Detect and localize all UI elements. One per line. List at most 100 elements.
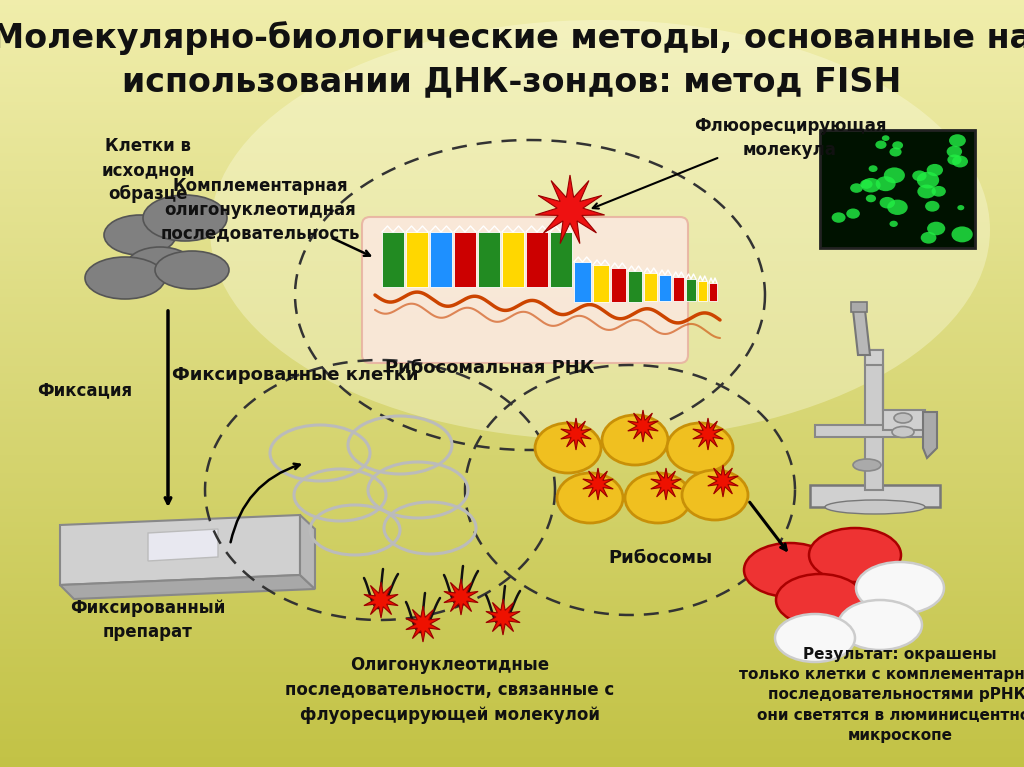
Bar xyxy=(0,146,1024,150)
Bar xyxy=(0,693,1024,696)
Ellipse shape xyxy=(127,247,193,283)
Bar xyxy=(0,123,1024,127)
Bar xyxy=(0,637,1024,640)
Bar xyxy=(0,558,1024,561)
Bar xyxy=(0,447,1024,451)
Bar xyxy=(0,752,1024,755)
Ellipse shape xyxy=(856,562,944,614)
Bar xyxy=(0,432,1024,436)
Bar xyxy=(0,596,1024,599)
Polygon shape xyxy=(853,310,870,355)
Bar xyxy=(0,644,1024,648)
Ellipse shape xyxy=(892,426,914,437)
Bar xyxy=(0,222,1024,226)
Bar xyxy=(0,228,1024,231)
Bar xyxy=(0,358,1024,361)
Bar xyxy=(0,130,1024,134)
Ellipse shape xyxy=(947,154,962,165)
Bar xyxy=(0,719,1024,722)
Text: Комплементарная
олигонуклеотидная
последовательность: Комплементарная олигонуклеотидная послед… xyxy=(160,177,359,242)
Bar xyxy=(0,238,1024,242)
Bar xyxy=(0,251,1024,254)
Bar xyxy=(0,194,1024,198)
Bar xyxy=(0,113,1024,116)
Bar xyxy=(0,384,1024,387)
Bar xyxy=(0,31,1024,35)
Polygon shape xyxy=(60,515,300,585)
Bar xyxy=(0,652,1024,656)
Bar xyxy=(0,345,1024,349)
Bar xyxy=(0,619,1024,622)
Polygon shape xyxy=(536,175,604,244)
Ellipse shape xyxy=(85,257,165,299)
Bar xyxy=(0,565,1024,568)
Bar xyxy=(0,199,1024,203)
Bar xyxy=(0,64,1024,67)
Bar xyxy=(0,107,1024,111)
Bar xyxy=(593,265,609,302)
Bar xyxy=(0,97,1024,100)
Bar xyxy=(574,262,591,302)
Bar xyxy=(0,115,1024,119)
Bar xyxy=(0,335,1024,338)
Bar xyxy=(0,478,1024,482)
Bar xyxy=(0,110,1024,114)
Ellipse shape xyxy=(557,473,623,523)
Bar xyxy=(0,439,1024,443)
Ellipse shape xyxy=(868,165,878,172)
Ellipse shape xyxy=(776,574,864,626)
Bar xyxy=(0,21,1024,24)
Bar xyxy=(0,74,1024,77)
Bar xyxy=(0,634,1024,637)
Ellipse shape xyxy=(882,135,890,141)
Bar xyxy=(0,94,1024,98)
Bar xyxy=(0,437,1024,441)
Bar xyxy=(0,243,1024,246)
Ellipse shape xyxy=(892,141,903,150)
Bar xyxy=(0,0,1024,4)
Bar xyxy=(0,225,1024,229)
Text: Результат: окрашены
только клетки с комплементарными
последовательностями рРНК,
: Результат: окрашены только клетки с комп… xyxy=(738,647,1024,743)
Bar xyxy=(0,535,1024,538)
Bar xyxy=(0,33,1024,37)
Ellipse shape xyxy=(927,222,945,235)
Bar xyxy=(0,660,1024,663)
Bar xyxy=(0,560,1024,564)
Bar xyxy=(0,570,1024,574)
Ellipse shape xyxy=(667,423,733,473)
Bar xyxy=(0,481,1024,484)
Ellipse shape xyxy=(946,146,963,157)
Bar xyxy=(478,232,500,287)
Bar xyxy=(0,407,1024,410)
Bar xyxy=(0,749,1024,752)
Bar xyxy=(0,552,1024,556)
Ellipse shape xyxy=(104,215,176,255)
Bar xyxy=(0,276,1024,280)
Bar xyxy=(0,639,1024,643)
Bar xyxy=(0,399,1024,403)
Bar xyxy=(0,716,1024,719)
Ellipse shape xyxy=(876,140,887,149)
Text: использовании ДНК-зондов: метод FISH: использовании ДНК-зондов: метод FISH xyxy=(122,65,902,98)
Bar xyxy=(0,401,1024,405)
Bar xyxy=(659,275,671,301)
Bar xyxy=(0,601,1024,604)
Ellipse shape xyxy=(921,232,936,244)
Bar xyxy=(0,301,1024,305)
Bar xyxy=(0,621,1024,625)
Bar xyxy=(644,273,657,301)
Bar xyxy=(686,279,696,301)
Bar xyxy=(0,54,1024,58)
Bar xyxy=(0,512,1024,515)
Bar xyxy=(698,281,707,301)
Ellipse shape xyxy=(949,134,966,146)
Bar xyxy=(0,614,1024,617)
Bar xyxy=(0,381,1024,384)
Bar xyxy=(0,501,1024,505)
Ellipse shape xyxy=(860,179,872,189)
Bar xyxy=(0,654,1024,658)
Bar xyxy=(0,723,1024,727)
Bar xyxy=(0,393,1024,397)
Bar xyxy=(0,673,1024,676)
Bar xyxy=(0,696,1024,699)
